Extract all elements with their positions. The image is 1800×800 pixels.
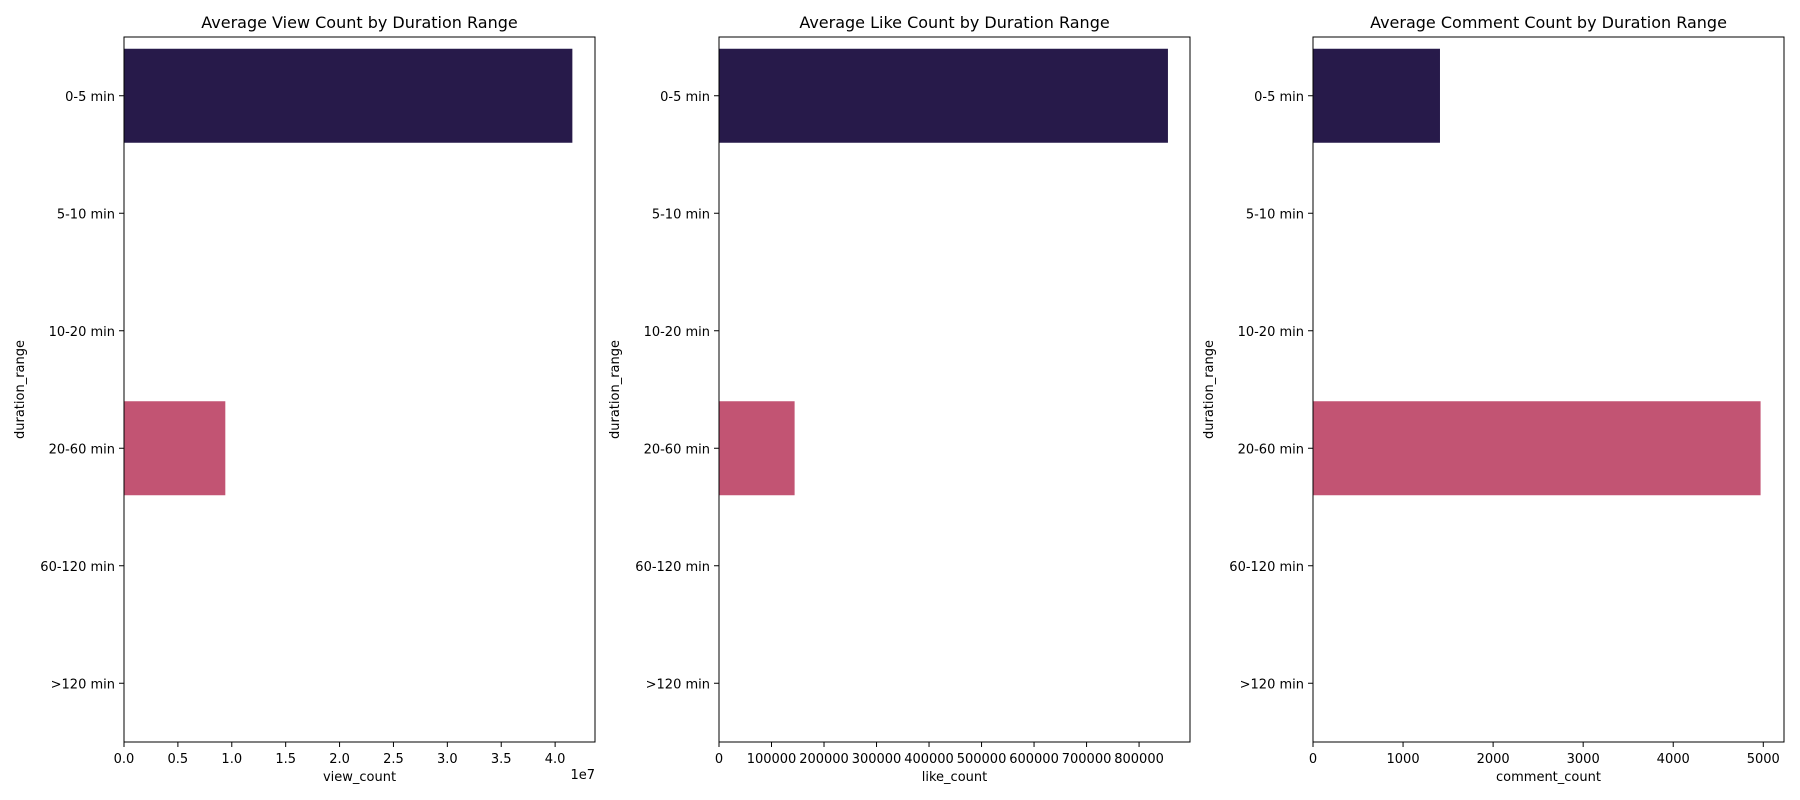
- x-axis-offset-label: 1e7: [570, 768, 595, 783]
- y-axis-label: duration_range: [13, 340, 28, 439]
- x-tick-label: 300000: [852, 752, 902, 767]
- y-axis-label: duration_range: [608, 340, 623, 439]
- x-tick-label: 3.5: [491, 752, 512, 767]
- y-tick-label: 60-120 min: [40, 560, 115, 575]
- x-tick-label: 400000: [904, 752, 954, 767]
- bar-0-5-min: [1313, 48, 1440, 143]
- chart-title: Average Like Count by Duration Range: [799, 13, 1109, 32]
- x-tick-label: 0: [715, 752, 723, 767]
- x-tick-label: 4000: [1657, 752, 1690, 767]
- y-tick-label: >120 min: [1240, 677, 1304, 692]
- plot-frame: [718, 36, 1191, 743]
- chart-panel-1: Average View Count by Duration Range 0-5 …: [13, 13, 596, 785]
- x-tick-label: 1000: [1387, 752, 1420, 767]
- x-tick-label: 1.0: [221, 752, 242, 767]
- chart-panel-2: Average Like Count by Duration Range 0-5 …: [608, 13, 1191, 785]
- bar-20-60-min: [719, 401, 795, 496]
- x-axis-label: comment_count: [1496, 770, 1601, 785]
- y-tick-label: >120 min: [51, 677, 115, 692]
- y-tick-label: 60-120 min: [635, 560, 710, 575]
- x-tick-label: 200000: [799, 752, 849, 767]
- x-tick-label: 4.0: [545, 752, 566, 767]
- y-tick-label: 60-120 min: [1229, 560, 1304, 575]
- x-tick-label: 2.0: [329, 752, 350, 767]
- x-tick-label: 100000: [747, 752, 797, 767]
- chart-panel-3: Average Comment Count by Duration Range 0…: [1202, 13, 1785, 785]
- y-tick-label: 0-5 min: [65, 90, 115, 105]
- x-tick-label: 500000: [957, 752, 1007, 767]
- y-tick-label: 10-20 min: [644, 325, 710, 340]
- y-tick-label: 0-5 min: [1254, 90, 1304, 105]
- x-tick-label: 600000: [1009, 752, 1059, 767]
- x-tick-label: 0.0: [114, 752, 135, 767]
- x-tick-label: 0.5: [168, 752, 189, 767]
- plot-frame: [123, 36, 596, 743]
- x-tick-label: 2000: [1477, 752, 1510, 767]
- x-axis-label: view_count: [323, 770, 396, 785]
- y-axis-label: duration_range: [1202, 340, 1217, 439]
- x-tick-label: 3000: [1567, 752, 1600, 767]
- x-tick-label: 0: [1309, 752, 1317, 767]
- bar-20-60-min: [1313, 401, 1761, 496]
- bar-20-60-min: [124, 401, 226, 496]
- x-axis-label: like_count: [922, 770, 987, 785]
- chart-title: Average Comment Count by Duration Range: [1370, 13, 1727, 32]
- y-tick-label: 20-60 min: [1238, 442, 1304, 457]
- x-tick-label: 800000: [1114, 752, 1164, 767]
- x-tick-label: 700000: [1062, 752, 1112, 767]
- bar-0-5-min: [719, 48, 1168, 143]
- y-tick-label: 5-10 min: [652, 207, 710, 222]
- y-tick-label: 20-60 min: [644, 442, 710, 457]
- x-tick-label: 3.0: [437, 752, 458, 767]
- chart-title: Average View Count by Duration Range: [201, 13, 517, 32]
- x-tick-label: 2.5: [383, 752, 404, 767]
- y-tick-label: 10-20 min: [1238, 325, 1304, 340]
- y-tick-label: 5-10 min: [57, 207, 115, 222]
- y-tick-label: 10-20 min: [49, 325, 115, 340]
- y-tick-label: 20-60 min: [49, 442, 115, 457]
- y-tick-label: 0-5 min: [660, 90, 710, 105]
- y-tick-label: >120 min: [646, 677, 710, 692]
- plot-frame: [1312, 36, 1785, 743]
- y-tick-label: 5-10 min: [1246, 207, 1304, 222]
- bar-0-5-min: [124, 48, 573, 143]
- x-tick-label: 1.5: [275, 752, 296, 767]
- x-tick-label: 5000: [1747, 752, 1780, 767]
